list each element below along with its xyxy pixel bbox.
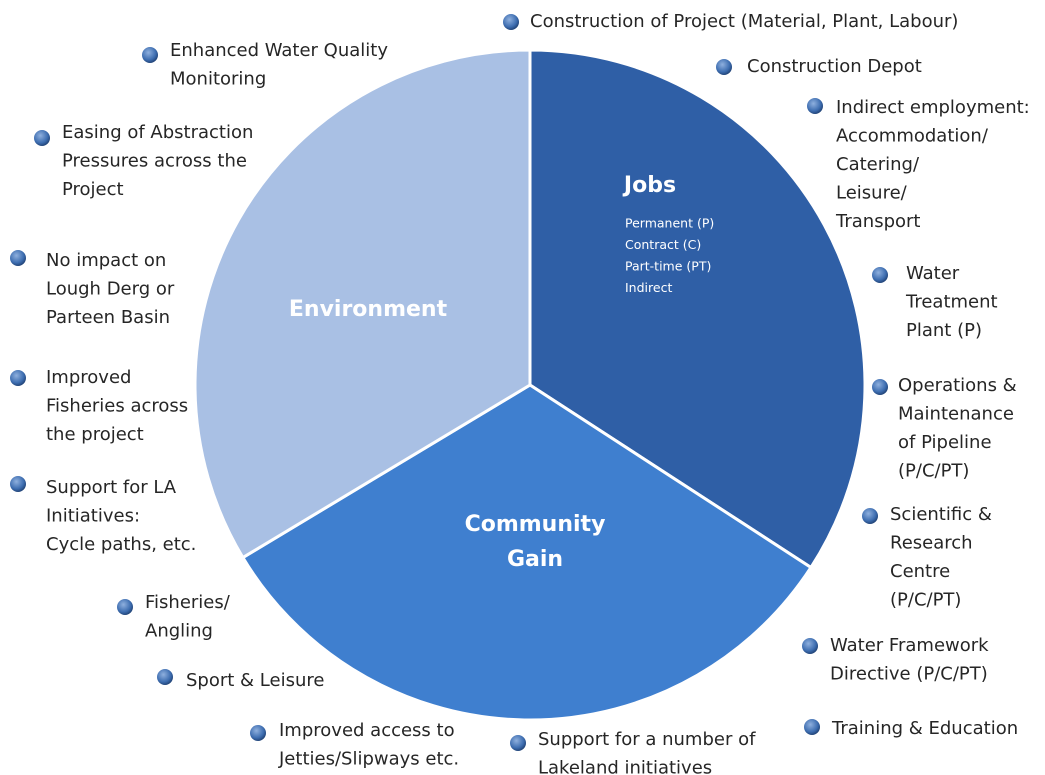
item-text: Cycle paths, etc. — [46, 534, 196, 555]
item-text: (P/C/PT) — [890, 590, 961, 611]
item-text: Fisheries/ — [145, 592, 231, 613]
item-text: Catering/ — [836, 154, 920, 175]
item-text: Monitoring — [170, 69, 266, 90]
bullet — [10, 370, 26, 386]
item-text: Project — [62, 179, 124, 200]
bullet — [807, 98, 823, 114]
segment-label-line: Gain — [507, 547, 563, 572]
item-text: Leisure/ — [836, 183, 908, 204]
bullet — [117, 599, 133, 615]
item-text: Fisheries across — [46, 396, 188, 417]
bullet — [34, 130, 50, 146]
segment-subline: Indirect — [625, 280, 672, 295]
bullet — [802, 638, 818, 654]
item-text: Easing of Abstraction — [62, 122, 253, 143]
item-text: Jetties/Slipways etc. — [278, 749, 459, 770]
bullet — [804, 719, 820, 735]
segment-label-line: Community — [465, 512, 606, 537]
items: Construction of Project (Material, Plant… — [10, 11, 1030, 775]
bullet — [510, 735, 526, 751]
item-text: Sport & Leisure — [186, 670, 324, 691]
segment-subline: Permanent (P) — [625, 216, 714, 231]
item-text: Maintenance — [898, 404, 1014, 425]
bullet — [716, 59, 732, 75]
bullet — [157, 669, 173, 685]
segment-subline: Part-time (PT) — [625, 259, 711, 274]
item-text: Training & Education — [831, 718, 1018, 739]
segment-label: Jobs — [622, 173, 676, 198]
item-text: Initiatives: — [46, 506, 140, 527]
item-text: Transport — [835, 211, 920, 232]
item-text: Water — [906, 263, 960, 284]
segment-label: Community Gain — [465, 512, 606, 572]
bullet — [10, 250, 26, 266]
item-text: (P/C/PT) — [898, 461, 969, 482]
item-text: Centre — [890, 561, 950, 582]
item-text: Pressures across the — [62, 151, 247, 172]
pie: Jobs Permanent (P) Contract (C) Part-time (… — [193, 48, 867, 722]
item-text: Construction of Project (Material, Plant… — [530, 11, 958, 32]
bullet — [503, 14, 519, 30]
item-text: Directive (P/C/PT) — [830, 664, 988, 685]
item-text: Support for a number of — [538, 729, 756, 750]
bullet — [10, 476, 26, 492]
item-text: No impact on — [46, 250, 166, 271]
pie-segment — [193, 48, 532, 560]
bullet — [250, 725, 266, 741]
item-text: Construction Depot — [747, 56, 922, 77]
segment-label: Environment — [289, 297, 448, 322]
item-text: Enhanced Water Quality — [170, 40, 388, 61]
item-text: Research — [890, 533, 973, 554]
bullet — [872, 267, 888, 283]
item-text: Accommodation/ — [836, 126, 989, 147]
bullet — [872, 379, 888, 395]
item-text: Indirect employment: — [836, 97, 1030, 118]
item-text: Plant (P) — [906, 320, 982, 341]
item-text: Operations & — [898, 375, 1017, 396]
item-text: of Pipeline — [898, 432, 992, 453]
item-text: Support for LA — [46, 477, 177, 498]
item-text: Improved access to — [279, 720, 455, 741]
item-text: Parteen Basin — [46, 307, 170, 328]
item-text: Treatment — [905, 292, 998, 313]
item-text: Angling — [145, 621, 213, 642]
item-text: Improved — [46, 367, 131, 388]
item-text: Lakeland initiatives — [538, 758, 712, 775]
item-text: Water Framework — [830, 635, 989, 656]
item-text: Lough Derg or — [46, 279, 175, 300]
bullet — [142, 47, 158, 63]
item-text: Scientific & — [890, 504, 992, 525]
segment-subline: Contract (C) — [625, 237, 701, 252]
item-text: the project — [46, 424, 144, 445]
bullet — [862, 508, 878, 524]
pie-segment — [240, 383, 814, 722]
